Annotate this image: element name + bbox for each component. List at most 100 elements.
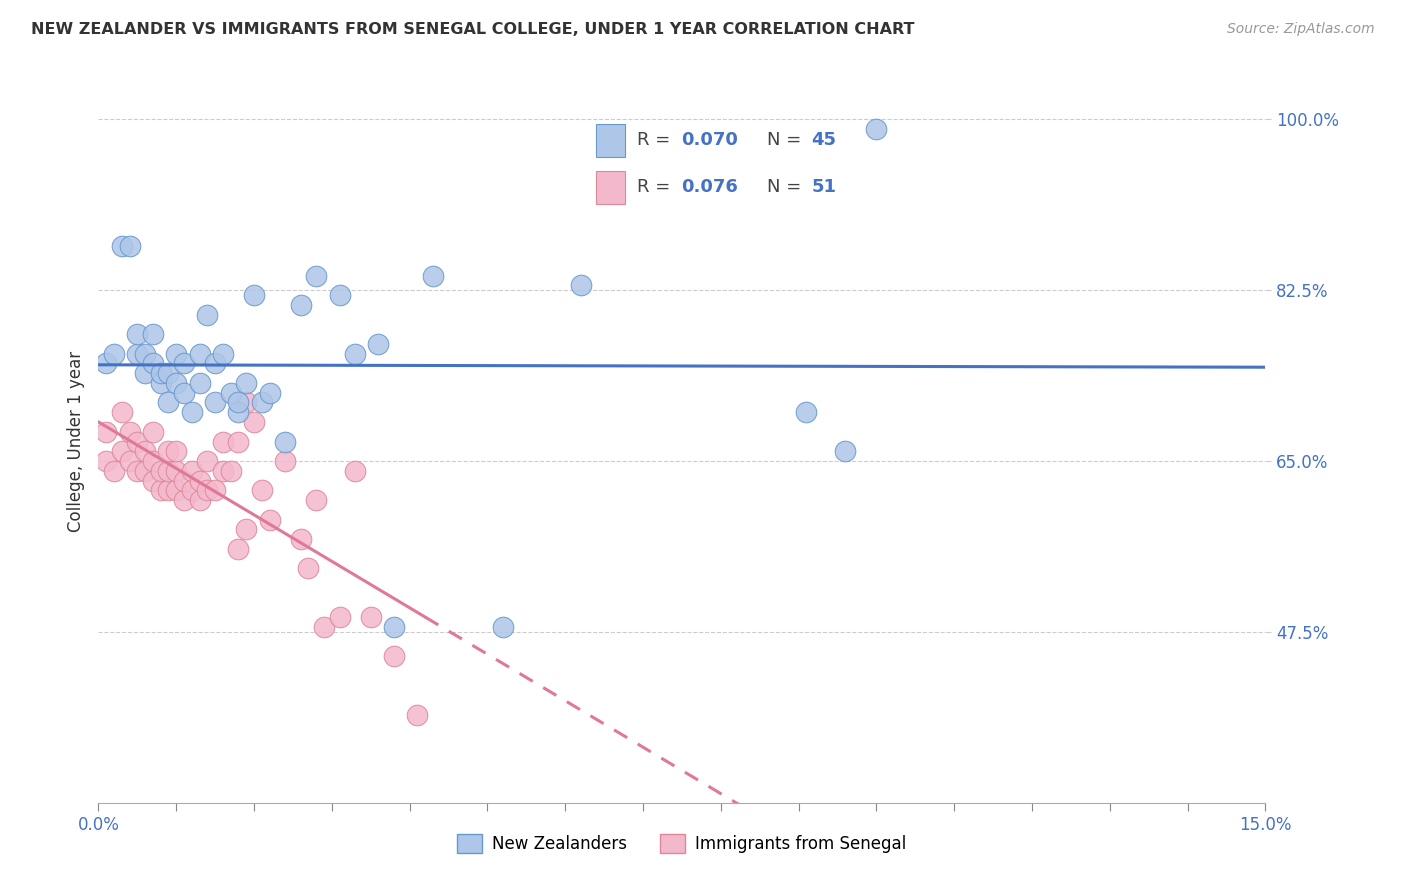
Point [290,298,312,312]
Point [165,346,187,360]
Point [259,513,281,527]
Point [344,464,367,478]
Point [111,239,134,253]
Point [142,327,165,342]
Point [382,620,405,634]
Point [865,122,887,136]
Point [228,405,250,419]
Point [165,444,187,458]
Point [96,454,118,468]
Text: R =: R = [637,131,676,149]
Point [96,425,118,439]
Point [157,366,180,380]
Point [103,464,125,478]
Point [188,376,211,390]
Point [103,346,125,360]
Point [149,483,172,498]
Point [180,405,202,419]
Point [228,434,250,449]
Point [344,346,367,360]
Text: N =: N = [768,178,807,196]
Point [204,395,226,409]
Point [157,483,180,498]
Point [305,493,328,508]
Point [329,610,352,624]
Point [157,444,180,458]
Point [188,346,211,360]
Point [134,444,156,458]
Point [219,464,242,478]
Point [274,434,297,449]
Point [250,483,273,498]
Point [796,405,818,419]
Text: 51: 51 [811,178,837,196]
Point [235,376,257,390]
Point [259,385,281,400]
Text: 45: 45 [811,131,837,149]
Point [173,474,195,488]
Point [165,376,187,390]
Point [142,425,165,439]
Point [180,483,202,498]
Point [492,620,515,634]
Point [157,464,180,478]
Point [219,385,242,400]
Point [149,464,172,478]
Text: Source: ZipAtlas.com: Source: ZipAtlas.com [1227,22,1375,37]
Text: N =: N = [768,131,807,149]
Point [134,346,156,360]
Point [367,337,389,351]
Text: R =: R = [637,178,676,196]
Point [165,483,187,498]
Point [834,444,856,458]
Point [127,464,149,478]
Point [173,356,195,370]
Point [228,541,250,556]
Point [212,464,235,478]
Point [243,415,266,429]
Point [297,561,319,575]
Point [96,356,118,370]
Point [195,308,218,322]
Point [235,395,257,409]
Point [204,483,226,498]
Point [329,288,352,302]
Point [188,474,211,488]
Point [228,395,250,409]
Point [118,454,141,468]
Point [212,346,235,360]
Point [204,356,226,370]
Point [118,239,141,253]
Point [149,366,172,380]
Point [212,434,235,449]
Point [134,366,156,380]
Point [243,288,266,302]
FancyBboxPatch shape [596,124,624,157]
Point [173,385,195,400]
Point [111,405,134,419]
Point [188,493,211,508]
FancyBboxPatch shape [596,171,624,204]
Point [422,268,444,283]
Legend: New Zealanders, Immigrants from Senegal: New Zealanders, Immigrants from Senegal [450,827,914,860]
Point [173,493,195,508]
Point [305,268,328,283]
Text: 0.070: 0.070 [682,131,738,149]
Point [569,278,592,293]
Point [195,454,218,468]
Point [127,434,149,449]
Point [180,464,202,478]
Point [142,474,165,488]
Point [142,356,165,370]
Point [406,707,429,722]
Point [149,376,172,390]
Point [118,425,141,439]
Point [127,327,149,342]
Point [111,444,134,458]
Y-axis label: College, Under 1 year: College, Under 1 year [66,351,84,533]
Text: NEW ZEALANDER VS IMMIGRANTS FROM SENEGAL COLLEGE, UNDER 1 YEAR CORRELATION CHART: NEW ZEALANDER VS IMMIGRANTS FROM SENEGAL… [31,22,914,37]
Point [127,346,149,360]
Point [382,649,405,664]
Point [157,395,180,409]
Point [312,620,335,634]
